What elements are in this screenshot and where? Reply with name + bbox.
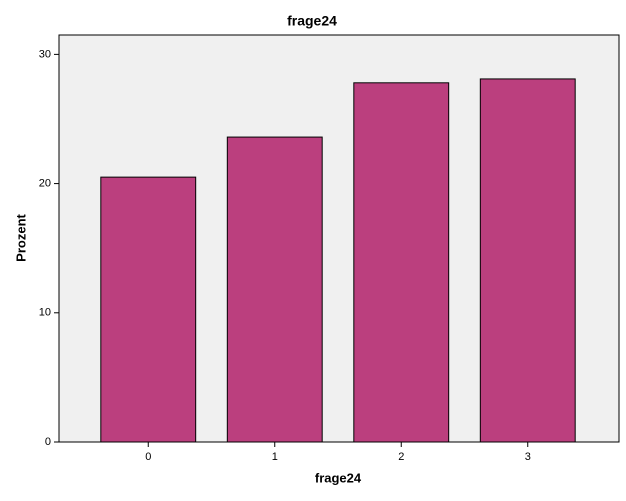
y-axis-title: Prozent bbox=[13, 213, 28, 261]
y-tick-label: 20 bbox=[39, 177, 51, 189]
bar bbox=[226, 136, 323, 443]
y-tick-label: 10 bbox=[39, 307, 51, 319]
x-tick-label: 0 bbox=[145, 451, 151, 463]
bar bbox=[353, 82, 450, 443]
chart-title: frage24 bbox=[287, 13, 337, 29]
bar bbox=[100, 176, 197, 443]
x-tick-label: 3 bbox=[525, 451, 531, 463]
x-tick-label: 1 bbox=[272, 451, 278, 463]
y-tick-label: 30 bbox=[39, 48, 51, 60]
x-tick-label: 2 bbox=[398, 451, 404, 463]
bar bbox=[479, 78, 576, 443]
x-axis-title: frage24 bbox=[315, 470, 362, 485]
y-tick-label: 0 bbox=[45, 436, 51, 448]
